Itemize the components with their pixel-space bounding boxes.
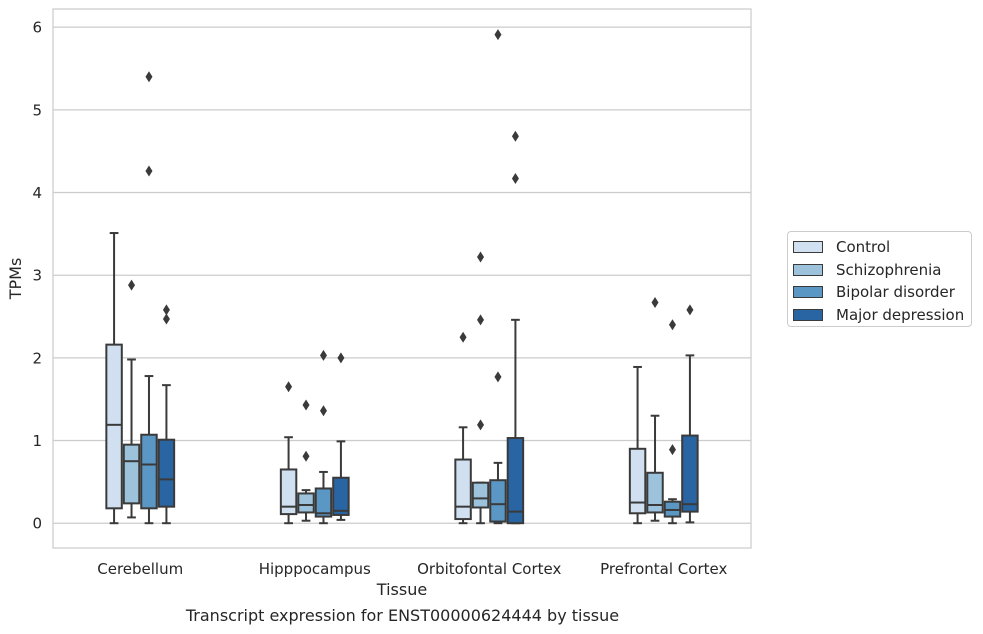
box-cerebellum-bipolar-disorder-outlier-1 [145, 71, 153, 83]
box-orbitofontal-cortex-major-depression-outlier-0 [511, 172, 519, 184]
y-tick-label-2: 2 [32, 349, 42, 367]
legend-swatch-major-depression [793, 308, 823, 321]
box-groups [105, 29, 699, 525]
box-prefrontal-cortex-schizophrenia-outlier-0 [651, 296, 659, 308]
box-orbitofontal-cortex-control [454, 331, 472, 525]
box-cerebellum-major-depression-outlier-1 [162, 304, 170, 316]
y-tick-label-5: 5 [32, 101, 42, 119]
box-orbitofontal-cortex-schizophrenia-outlier-1 [477, 314, 485, 326]
box-hipppocampus-schizophrenia-outlier-0 [302, 450, 310, 462]
box-orbitofontal-cortex-schizophrenia-iqr [471, 481, 490, 509]
box-cerebellum-major-depression-outlier-0 [162, 313, 170, 325]
x-tick-label-orbitofontal-cortex: Orbitofontal Cortex [417, 560, 561, 578]
legend-label-schizophrenia: Schizophrenia [836, 260, 942, 279]
box-prefrontal-cortex-major-depression-iqr [681, 434, 699, 513]
legend-label-bipolar-disorder: Bipolar disorder [836, 283, 955, 302]
box-cerebellum-schizophrenia-outlier-0 [128, 279, 136, 291]
box-prefrontal-cortex-bipolar-disorder-outlier-1 [668, 319, 676, 331]
box-cerebellum-schizophrenia-iqr [122, 443, 141, 505]
box-orbitofontal-cortex-major-depression [506, 130, 525, 525]
box-orbitofontal-cortex-bipolar-disorder-outlier-1 [494, 29, 502, 41]
box-orbitofontal-cortex-major-depression-iqr [506, 437, 525, 525]
box-cerebellum-control [105, 232, 123, 525]
y-tick-label-4: 4 [32, 184, 42, 202]
x-axis-label: Tissue [376, 580, 427, 599]
legend-swatch-schizophrenia [793, 263, 823, 276]
box-hipppocampus-control [279, 381, 298, 525]
box-prefrontal-cortex-major-depression [681, 304, 699, 524]
chart-caption: Transcript expression for ENST0000062444… [185, 606, 620, 625]
box-hipppocampus-bipolar-disorder [314, 349, 333, 525]
box-prefrontal-cortex-schizophrenia-iqr [646, 471, 664, 514]
box-orbitofontal-cortex-bipolar-disorder-iqr [489, 479, 507, 523]
x-tick-labels: Cerebellum Hipppocampus Orbitofontal Corte… [97, 560, 727, 578]
box-orbitofontal-cortex-schizophrenia [471, 251, 490, 525]
box-hipppocampus-major-depression-outlier-0 [337, 352, 345, 364]
legend-item-major-depression: Major depression [793, 304, 971, 327]
box-cerebellum-bipolar-disorder-iqr [140, 433, 158, 510]
legend-item-bipolar-disorder: Bipolar disorder [793, 281, 971, 304]
box-cerebellum-major-depression-iqr [157, 438, 176, 508]
box-cerebellum-bipolar-disorder [140, 71, 158, 525]
box-cerebellum-schizophrenia [122, 279, 141, 519]
legend-swatch-control [793, 241, 823, 254]
legend-label-major-depression: Major depression [836, 305, 965, 324]
box-orbitofontal-cortex-schizophrenia-outlier-0 [477, 419, 485, 431]
legend-item-control: Control [793, 236, 971, 259]
box-hipppocampus-schizophrenia [297, 399, 315, 522]
plot-frame [52, 8, 752, 549]
box-orbitofontal-cortex-control-iqr [454, 458, 472, 521]
box-hipppocampus-major-depression-iqr [332, 476, 350, 516]
box-hipppocampus-bipolar-disorder-outlier-0 [319, 405, 327, 417]
y-tick-label-0: 0 [32, 515, 42, 533]
box-prefrontal-cortex-major-depression-outlier-0 [686, 304, 694, 316]
y-tick-label-3: 3 [32, 267, 42, 285]
box-cerebellum-major-depression [157, 304, 176, 525]
box-hipppocampus-schizophrenia-iqr [297, 492, 315, 514]
legend: Control Schizophrenia Bipolar disorder M… [787, 231, 972, 327]
y-tick-label-1: 1 [32, 432, 42, 450]
box-hipppocampus-bipolar-disorder-iqr [314, 487, 333, 518]
legend-swatch-bipolar-disorder [793, 286, 823, 299]
box-cerebellum-control-iqr [105, 343, 123, 510]
box-hipppocampus-control-outlier-0 [285, 381, 293, 393]
box-hipppocampus-control-iqr [279, 468, 298, 516]
box-prefrontal-cortex-bipolar-disorder-outlier-0 [668, 444, 676, 456]
box-prefrontal-cortex-bipolar-disorder [663, 319, 682, 525]
legend-item-schizophrenia: Schizophrenia [793, 259, 971, 282]
y-tick-label-6: 6 [32, 19, 42, 37]
box-orbitofontal-cortex-bipolar-disorder [489, 29, 507, 525]
box-prefrontal-cortex-control [628, 365, 647, 525]
y-axis-label: TPMs [6, 258, 25, 301]
box-orbitofontal-cortex-bipolar-disorder-outlier-0 [494, 371, 502, 383]
box-hipppocampus-major-depression [332, 352, 350, 521]
x-tick-label-hipppocampus: Hipppocampus [259, 560, 371, 578]
legend-label-control: Control [836, 238, 891, 257]
box-orbitofontal-cortex-major-depression-outlier-1 [511, 130, 519, 142]
box-orbitofontal-cortex-schizophrenia-outlier-2 [477, 251, 485, 263]
box-orbitofontal-cortex-control-outlier-0 [459, 331, 467, 343]
box-hipppocampus-bipolar-disorder-outlier-1 [319, 349, 327, 361]
box-prefrontal-cortex-control-iqr [628, 447, 647, 515]
box-cerebellum-bipolar-disorder-outlier-0 [145, 165, 153, 177]
box-hipppocampus-schizophrenia-outlier-1 [302, 399, 310, 411]
y-tick-labels: 0 1 2 3 4 5 6 [32, 19, 42, 533]
x-tick-label-cerebellum: Cerebellum [97, 560, 183, 578]
x-tick-label-prefrontal-cortex: Prefrontal Cortex [600, 560, 727, 578]
box-prefrontal-cortex-schizophrenia [646, 296, 664, 522]
